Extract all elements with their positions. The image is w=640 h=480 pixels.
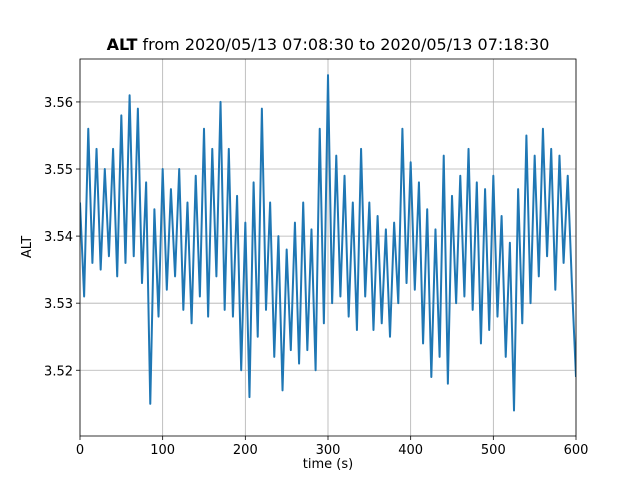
x-axis-label: time (s): [303, 457, 353, 472]
y-tick-label: 3.54: [44, 230, 73, 245]
x-tick-label: 100: [150, 443, 175, 458]
x-tick-label: 0: [76, 443, 84, 458]
plot-frame: [79, 58, 577, 437]
title-text: from 2020/05/13 07:08:30 to 2020/05/13 0…: [143, 35, 550, 54]
y-axis-label: ALT: [20, 236, 35, 258]
chart-title: ALT from 2020/05/13 07:08:30 to 2020/05/…: [107, 35, 550, 54]
x-tick-label: 500: [481, 443, 506, 458]
y-tick-label: 3.52: [44, 364, 73, 379]
y-tick-label: 3.56: [44, 96, 73, 111]
x-tick-label: 600: [564, 443, 589, 458]
y-tick-label: 3.53: [44, 297, 73, 312]
x-tick-label: 300: [316, 443, 341, 458]
x-tick-label: 400: [398, 443, 423, 458]
y-tick-label: 3.55: [44, 163, 73, 178]
x-tick-label: 200: [233, 443, 258, 458]
title-variable: ALT: [107, 35, 138, 54]
data-line: [80, 74, 576, 412]
